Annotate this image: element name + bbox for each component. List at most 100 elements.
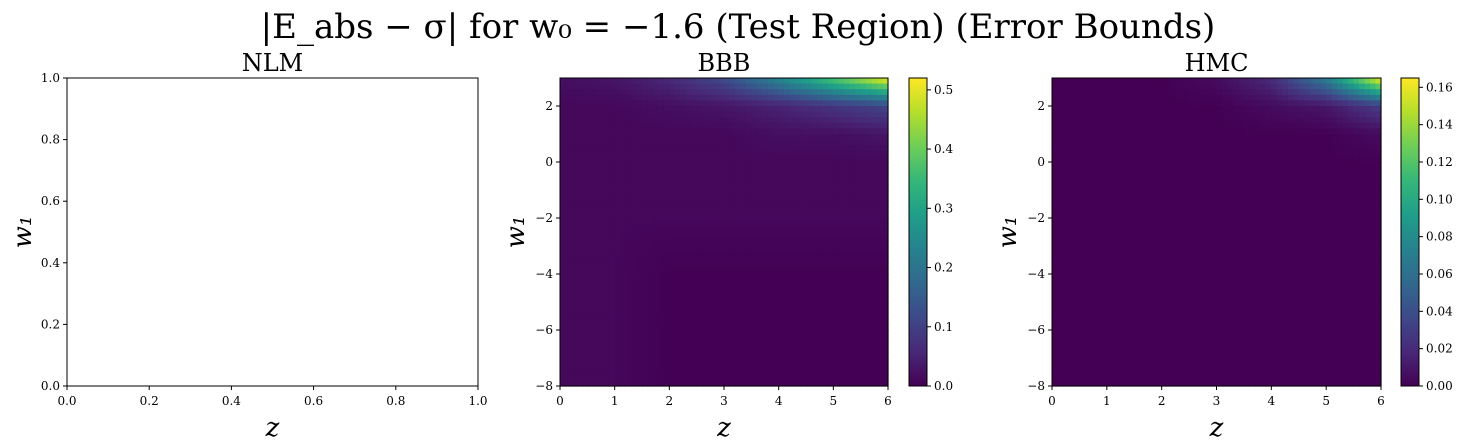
heatmap-cell: [860, 358, 867, 365]
heatmap-cell: [691, 162, 698, 169]
heatmap-cell: [560, 341, 567, 348]
heatmap-cell: [647, 352, 654, 359]
heatmap-cell: [570, 111, 577, 118]
heatmap-cell: [1200, 206, 1207, 213]
heatmap-cell: [658, 78, 665, 85]
heatmap-cell: [674, 335, 681, 342]
heatmap-cell: [636, 206, 643, 213]
heatmap-cell: [1150, 223, 1157, 230]
heatmap-cell: [603, 134, 610, 141]
heatmap-cell: [1073, 89, 1081, 96]
heatmap-cell: [1123, 285, 1130, 292]
heatmap-cell: [1172, 190, 1179, 197]
heatmap-cell: [691, 374, 698, 381]
heatmap-cell: [751, 290, 758, 297]
heatmap-cell: [778, 89, 785, 96]
heatmap-cell: [1106, 358, 1113, 365]
heatmap-cell: [778, 78, 785, 85]
heatmap-cell: [658, 100, 665, 107]
heatmap-cell: [756, 122, 763, 129]
heatmap-cell: [1161, 173, 1168, 180]
heatmap-cell: [767, 307, 774, 314]
heatmap-cell: [713, 257, 720, 264]
heatmap-cell: [822, 106, 829, 113]
heatmap-cell: [1189, 318, 1196, 325]
heatmap-cell: [691, 106, 698, 113]
heatmap-cell: [1123, 100, 1130, 107]
heatmap-cell: [631, 380, 638, 387]
heatmap-cell: [789, 246, 796, 253]
heatmap-cell: [609, 89, 616, 96]
heatmap-cell: [1057, 279, 1064, 286]
heatmap-cell: [636, 229, 643, 236]
heatmap-cell: [778, 262, 785, 269]
heatmap-cell: [1134, 274, 1141, 281]
heatmap-cell: [1068, 173, 1075, 180]
heatmap-cell: [663, 268, 670, 275]
heatmap-cell: [565, 145, 572, 152]
heatmap-cell: [603, 346, 610, 353]
heatmap-cell: [789, 369, 796, 376]
heatmap-cell: [1090, 184, 1097, 191]
heatmap-cell: [598, 352, 605, 359]
heatmap-cell: [1172, 156, 1179, 163]
heatmap-cell: [1161, 313, 1168, 320]
heatmap-cell: [1205, 218, 1212, 225]
heatmap-cell: [1167, 83, 1174, 90]
heatmap-cell: [592, 89, 599, 96]
heatmap-cell: [855, 341, 862, 348]
heatmap-cell: [1145, 240, 1152, 247]
y-tick-label: −6: [535, 323, 553, 337]
heatmap-cell: [756, 318, 763, 325]
heatmap-cell: [702, 246, 709, 253]
heatmap-cell: [729, 268, 736, 275]
heatmap-cell: [592, 111, 599, 118]
heatmap-cell: [598, 201, 605, 208]
heatmap-cell: [827, 134, 834, 141]
heatmap-cell: [1150, 257, 1157, 264]
heatmap-cell: [866, 94, 873, 101]
heatmap-cell: [1161, 262, 1168, 269]
heatmap-cell: [636, 234, 643, 241]
heatmap-cell: [718, 290, 725, 297]
heatmap-cell: [800, 195, 807, 202]
heatmap-cell: [866, 268, 873, 275]
heatmap-cell: [1090, 268, 1097, 275]
heatmap-cell: [620, 346, 627, 353]
heatmap-cell: [762, 335, 769, 342]
heatmap-cell: [647, 206, 654, 213]
heatmap-cell: [718, 162, 725, 169]
heatmap-cell: [1095, 307, 1102, 314]
heatmap-cell: [636, 106, 643, 113]
heatmap-cell: [1211, 178, 1218, 185]
heatmap-cell: [827, 257, 834, 264]
heatmap-cell: [1145, 234, 1152, 241]
heatmap-cell: [1167, 100, 1174, 107]
heatmap-cell: [795, 358, 802, 365]
heatmap-cell: [1117, 128, 1124, 135]
heatmap-cell: [882, 251, 889, 258]
heatmap-cell: [685, 89, 692, 96]
heatmap-cell: [1057, 173, 1064, 180]
heatmap-cell: [674, 89, 681, 96]
heatmap-cell: [795, 251, 802, 258]
y-tick-label: −4: [535, 267, 553, 281]
heatmap-cell: [581, 184, 588, 191]
heatmap-cell: [833, 184, 840, 191]
heatmap-cell: [598, 139, 605, 146]
heatmap-cell: [696, 358, 703, 365]
heatmap-cell: [609, 162, 616, 169]
heatmap-cell: [598, 117, 605, 124]
heatmap-cell: [1194, 302, 1201, 309]
heatmap-cell: [806, 363, 813, 370]
heatmap-cell: [1057, 274, 1064, 281]
heatmap-cell: [707, 139, 714, 146]
heatmap-cell: [784, 134, 791, 141]
heatmap-cell: [795, 134, 802, 141]
heatmap-cell: [1068, 268, 1075, 275]
heatmap-cell: [647, 346, 654, 353]
heatmap-cell: [866, 190, 873, 197]
heatmap-cell: [1101, 117, 1108, 124]
heatmap-cell: [592, 78, 599, 85]
heatmap-cell: [795, 195, 802, 202]
